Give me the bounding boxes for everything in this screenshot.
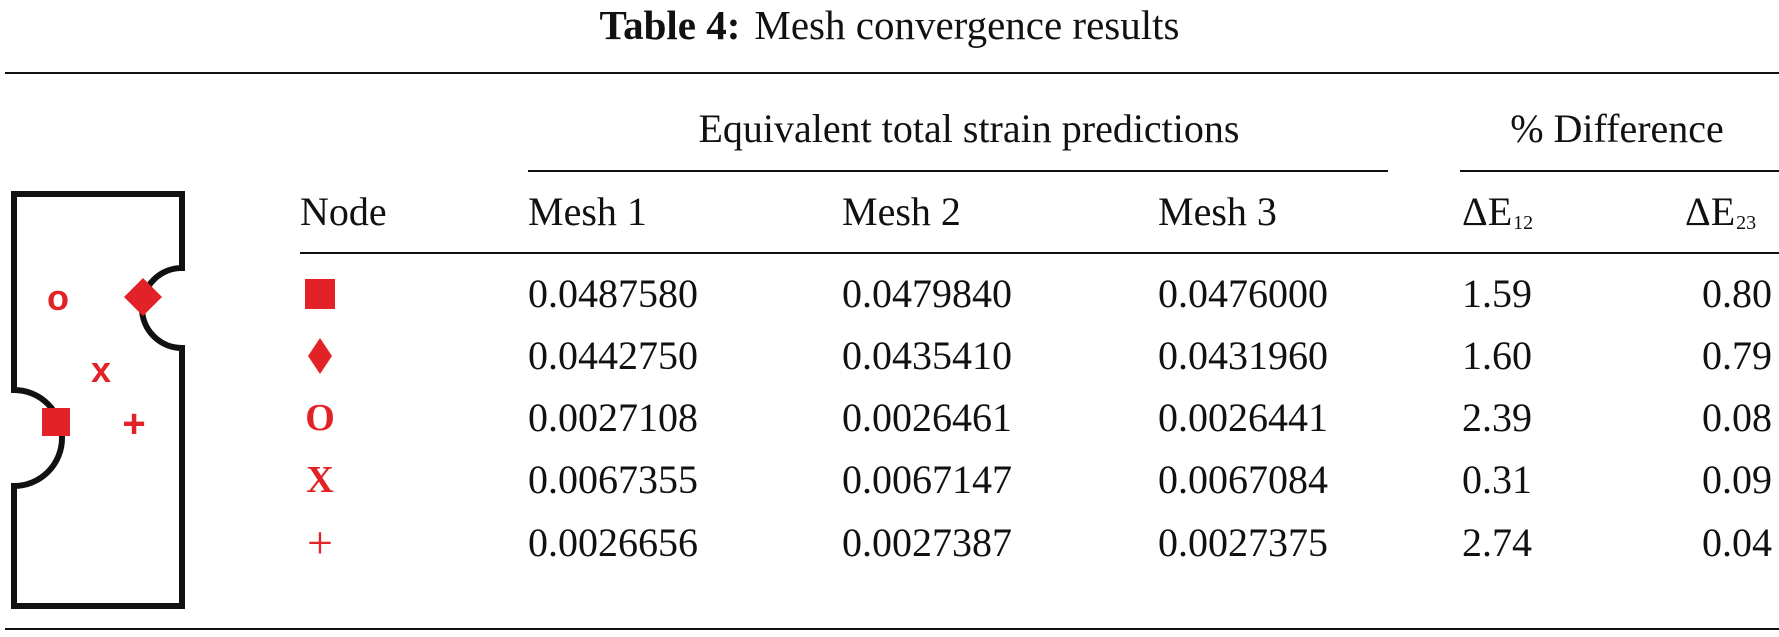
specimen-o-marker: o: [47, 277, 69, 318]
row-mesh2: 0.0067147: [842, 457, 1012, 502]
row-de23: 0.08: [1702, 395, 1772, 440]
cross-x-icon: X: [306, 459, 334, 501]
row-mesh1: 0.0026656: [528, 520, 698, 565]
row-mesh3: 0.0067084: [1158, 457, 1328, 502]
header-rule: [300, 252, 1779, 254]
row-mesh1: 0.0442750: [528, 333, 698, 378]
row-mesh3: 0.0431960: [1158, 333, 1328, 378]
header-de23-base: ΔE: [1685, 189, 1736, 234]
header-group-strain-rule: [528, 170, 1388, 172]
specimen-square-marker: [42, 408, 70, 436]
header-de12-base: ΔE: [1462, 189, 1513, 234]
row-mesh1: 0.0067355: [528, 457, 698, 502]
row-mesh2: 0.0479840: [842, 271, 1012, 316]
diamond-icon: [308, 338, 332, 374]
circle-o-icon: O: [305, 397, 335, 439]
specimen-plus-marker: +: [122, 402, 145, 446]
header-node: Node: [300, 189, 387, 234]
row-mesh3: 0.0476000: [1158, 271, 1328, 316]
bottom-rule: [5, 628, 1779, 630]
row-mesh1: 0.0027108: [528, 395, 698, 440]
specimen-x-marker: x: [91, 349, 111, 390]
header-mesh1: Mesh 1: [528, 189, 647, 234]
caption-label: Table 4:: [599, 2, 741, 48]
row-mesh3: 0.0026441: [1158, 395, 1328, 440]
plus-icon: +: [307, 517, 333, 568]
row-mesh2: 0.0026461: [842, 395, 1012, 440]
row-de12: 1.59: [1462, 271, 1532, 316]
specimen-diagram: o x +: [11, 191, 185, 609]
row-de23: 0.04: [1702, 520, 1772, 565]
header-de12: ΔE12: [1462, 190, 1533, 241]
row-de12: 2.74: [1462, 520, 1532, 565]
row-mesh2: 0.0027387: [842, 520, 1012, 565]
row-mesh2: 0.0435410: [842, 333, 1012, 378]
caption-text: Mesh convergence results: [754, 2, 1180, 48]
header-de23-sub: 23: [1736, 212, 1757, 234]
header-group-strain: Equivalent total strain predictions: [698, 106, 1240, 151]
header-group-diff: % Difference: [1510, 106, 1724, 151]
row-de23: 0.80: [1702, 271, 1772, 316]
row-de12: 1.60: [1462, 333, 1532, 378]
row-de12: 2.39: [1462, 395, 1532, 440]
header-de12-sub: 12: [1513, 212, 1534, 234]
row-de12: 0.31: [1462, 457, 1532, 502]
specimen-diamond-marker: [124, 278, 162, 316]
row-mesh3: 0.0027375: [1158, 520, 1328, 565]
header-mesh2: Mesh 2: [842, 189, 961, 234]
specimen-outline: [11, 191, 185, 609]
row-mesh1: 0.0487580: [528, 271, 698, 316]
header-group-diff-rule: [1460, 170, 1779, 172]
square-icon: [305, 279, 335, 309]
table-caption: Table 4: Mesh convergence results: [0, 0, 1779, 50]
header-de23: ΔE23: [1685, 190, 1756, 241]
row-de23: 0.09: [1702, 457, 1772, 502]
top-rule: [5, 72, 1779, 74]
row-de23: 0.79: [1702, 333, 1772, 378]
header-mesh3: Mesh 3: [1158, 189, 1277, 234]
